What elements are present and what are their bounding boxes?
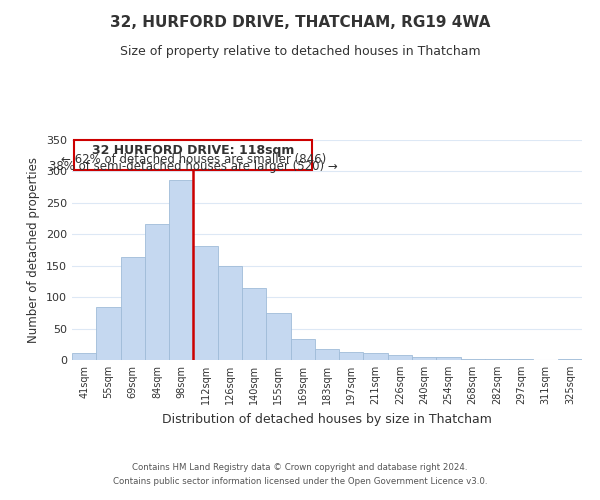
Bar: [364, 353, 388, 360]
Bar: [145, 224, 169, 360]
FancyBboxPatch shape: [74, 140, 313, 170]
Text: Contains HM Land Registry data © Crown copyright and database right 2024.: Contains HM Land Registry data © Crown c…: [132, 464, 468, 472]
Bar: [388, 355, 412, 360]
Bar: [412, 357, 436, 360]
Text: ← 62% of detached houses are smaller (846): ← 62% of detached houses are smaller (84…: [61, 152, 326, 166]
Bar: [72, 353, 96, 360]
Bar: [339, 352, 364, 360]
Bar: [193, 246, 218, 360]
Bar: [315, 348, 339, 360]
Bar: [218, 266, 242, 360]
Text: 32 HURFORD DRIVE: 118sqm: 32 HURFORD DRIVE: 118sqm: [92, 144, 295, 158]
Bar: [96, 307, 121, 360]
Bar: [266, 313, 290, 360]
Bar: [290, 338, 315, 360]
Bar: [242, 288, 266, 360]
Bar: [461, 358, 485, 360]
X-axis label: Distribution of detached houses by size in Thatcham: Distribution of detached houses by size …: [162, 412, 492, 426]
Bar: [169, 180, 193, 360]
Text: Contains public sector information licensed under the Open Government Licence v3: Contains public sector information licen…: [113, 477, 487, 486]
Text: 32, HURFORD DRIVE, THATCHAM, RG19 4WA: 32, HURFORD DRIVE, THATCHAM, RG19 4WA: [110, 15, 490, 30]
Bar: [436, 358, 461, 360]
Bar: [121, 257, 145, 360]
Y-axis label: Number of detached properties: Number of detached properties: [28, 157, 40, 343]
Text: Size of property relative to detached houses in Thatcham: Size of property relative to detached ho…: [119, 45, 481, 58]
Text: 38% of semi-detached houses are larger (520) →: 38% of semi-detached houses are larger (…: [49, 160, 338, 173]
